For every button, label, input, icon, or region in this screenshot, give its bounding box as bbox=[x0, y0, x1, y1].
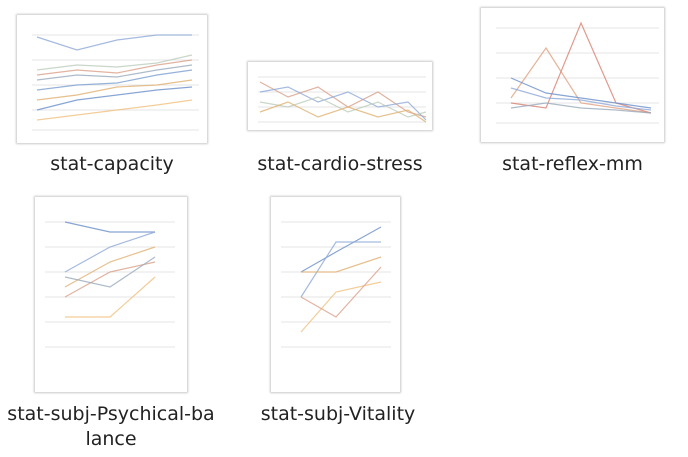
file-name: stat-subj-Psychical-balance bbox=[6, 402, 216, 452]
file-name: stat-reflex-mm bbox=[481, 152, 664, 177]
file-name: stat-capacity bbox=[17, 152, 207, 177]
thumbnail bbox=[35, 197, 187, 392]
thumbnail bbox=[481, 8, 664, 142]
file-view: stat-capacity stat-cardio-stress stat-re… bbox=[0, 0, 688, 457]
thumbnail bbox=[248, 62, 432, 130]
file-name: stat-subj-Vitality bbox=[248, 402, 428, 427]
thumbnail bbox=[17, 15, 207, 143]
file-name: stat-cardio-stress bbox=[232, 152, 448, 177]
thumbnail bbox=[271, 197, 400, 392]
